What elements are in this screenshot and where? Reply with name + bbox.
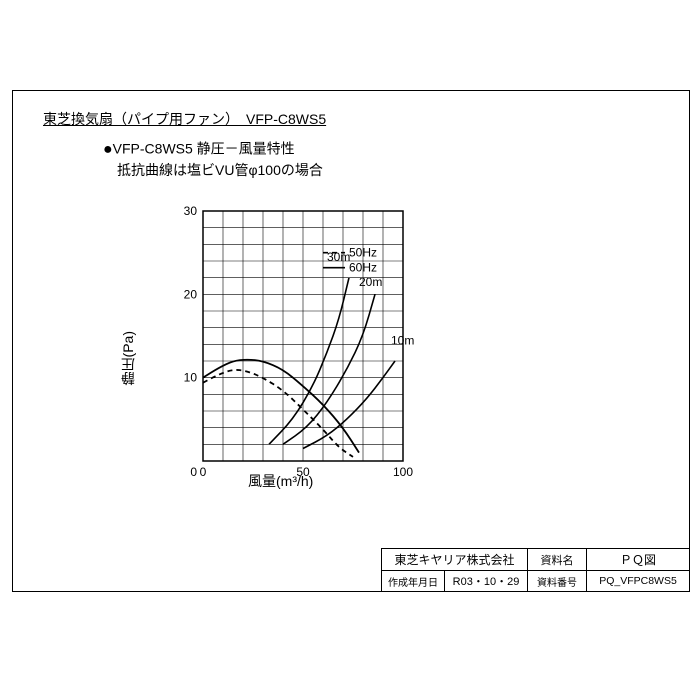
- doc-label-cell: 資料名: [528, 549, 587, 571]
- num-value-cell: PQ_VFPC8WS5: [587, 571, 690, 592]
- bullet-icon: ●: [103, 139, 113, 161]
- svg-text:100: 100: [393, 465, 413, 479]
- svg-text:20m: 20m: [359, 275, 382, 289]
- doc-name-cell: ＰＱ図: [587, 549, 690, 571]
- svg-text:10: 10: [184, 371, 198, 385]
- date-value-cell: R03・10・29: [445, 571, 528, 592]
- svg-text:30m: 30m: [327, 250, 350, 264]
- svg-text:20: 20: [184, 287, 198, 301]
- document-page: 東芝換気扇（パイプ用ファン） VFP-C8WS5 ●VFP-C8WS5 静圧－風…: [12, 90, 690, 592]
- subtitle-line1: VFP-C8WS5 静圧－風量特性: [113, 141, 295, 157]
- footer-table: 東芝キヤリア株式会社 資料名 ＰＱ図 作成年月日 R03・10・29 資料番号 …: [381, 548, 690, 592]
- svg-text:30: 30: [184, 204, 198, 218]
- pq-chart: 050100102030030m20m10m50Hz60Hz 静圧(Pa) 風量…: [163, 201, 463, 501]
- date-label-cell: 作成年月日: [382, 571, 445, 592]
- svg-text:0: 0: [200, 465, 207, 479]
- subtitle-line2: 抵抗曲線は塩ビVU管φ100の場合: [117, 162, 323, 178]
- svg-text:50Hz: 50Hz: [349, 246, 377, 260]
- x-axis-label: 風量(m³/h): [248, 471, 313, 491]
- svg-text:60Hz: 60Hz: [349, 261, 377, 275]
- svg-text:0: 0: [190, 465, 197, 479]
- y-axis-label: 静圧(Pa): [118, 331, 138, 385]
- num-label-cell: 資料番号: [528, 571, 587, 592]
- svg-text:10m: 10m: [391, 333, 414, 347]
- chart-svg: 050100102030030m20m10m50Hz60Hz: [163, 201, 463, 501]
- subtitle: ●VFP-C8WS5 静圧－風量特性 抵抗曲線は塩ビVU管φ100の場合: [103, 139, 323, 179]
- doc-title: 東芝換気扇（パイプ用ファン） VFP-C8WS5: [43, 109, 326, 129]
- table-row: 作成年月日 R03・10・29 資料番号 PQ_VFPC8WS5: [382, 571, 690, 592]
- table-row: 東芝キヤリア株式会社 資料名 ＰＱ図: [382, 549, 690, 571]
- company-cell: 東芝キヤリア株式会社: [382, 549, 528, 571]
